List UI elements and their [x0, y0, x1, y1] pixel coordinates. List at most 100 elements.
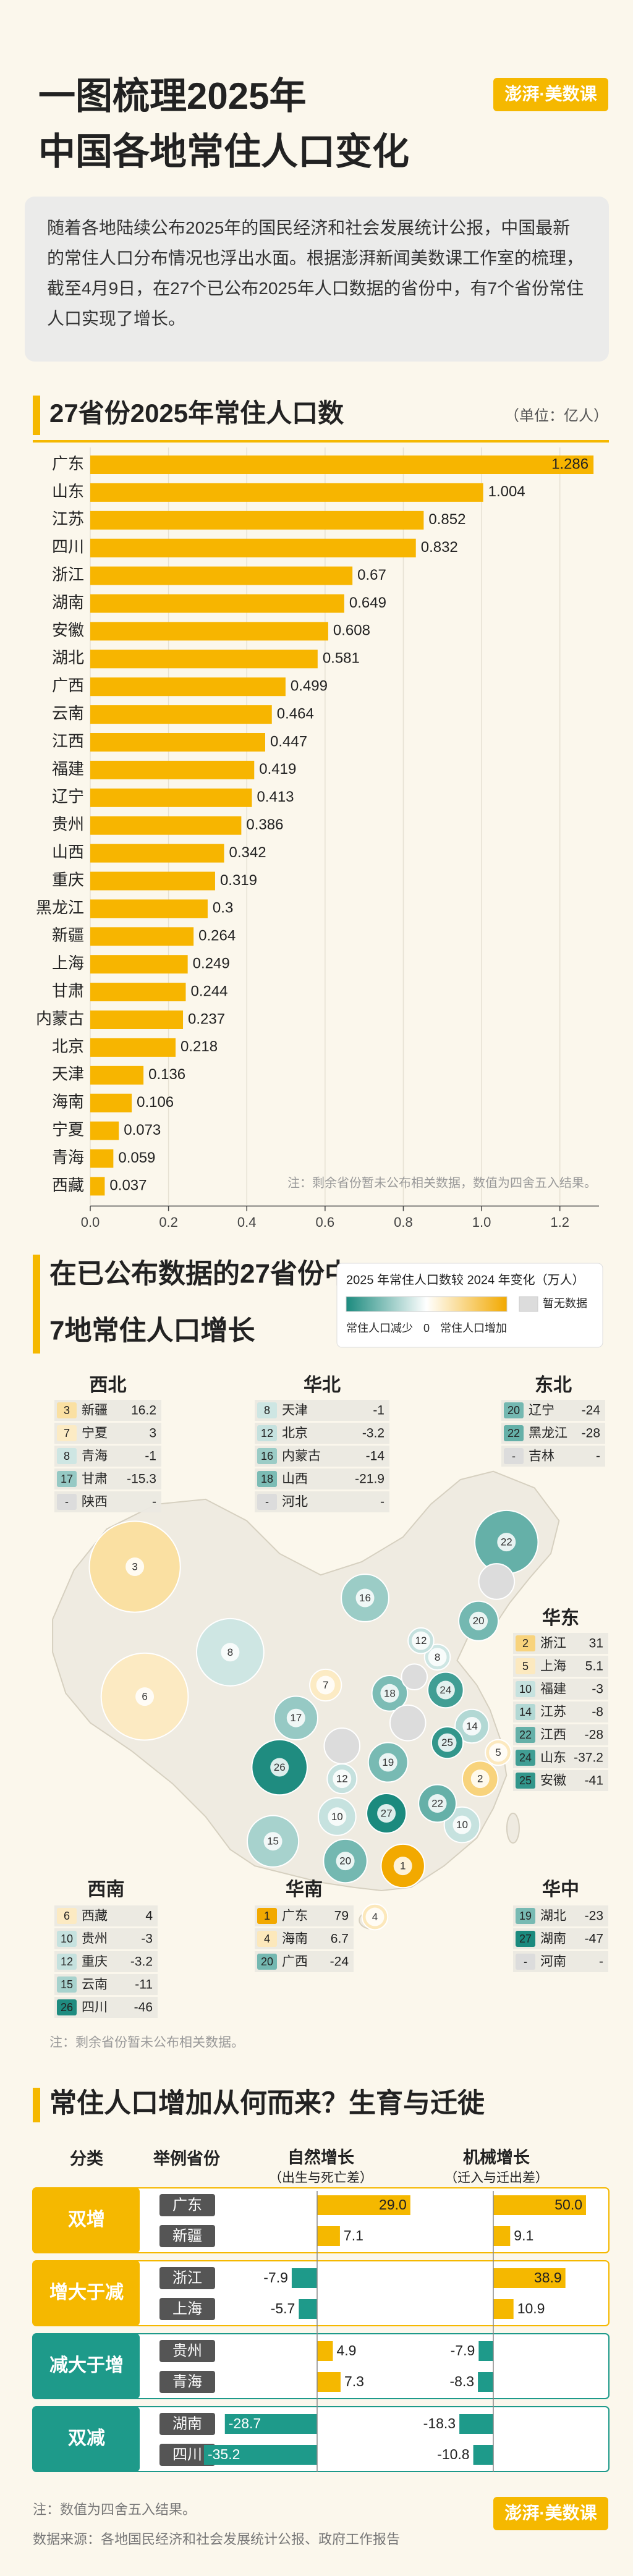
table-province: 河南: [540, 1955, 566, 1969]
table-province: 江苏: [540, 1705, 566, 1719]
rank-label: 20: [473, 1615, 485, 1627]
rank-label: 22: [501, 1536, 512, 1548]
rank-label: 2: [477, 1773, 483, 1785]
value-label: 0.264: [198, 928, 236, 944]
bar: [90, 1149, 114, 1168]
legend-label: 常住人口减少: [346, 1322, 413, 1334]
value-label: 1.004: [488, 483, 525, 500]
table-rank: 14: [519, 1706, 532, 1718]
rank-cell: [257, 1931, 277, 1947]
table-rank: 16: [261, 1450, 273, 1462]
table-value: 79: [334, 1909, 349, 1923]
y-tick-label: 广西: [52, 676, 84, 695]
table-value: 3: [149, 1426, 156, 1441]
rank-badge: [377, 1803, 396, 1823]
bar: [473, 2445, 493, 2465]
table-province: 山西: [282, 1472, 308, 1486]
table-value: -37.2: [574, 1751, 603, 1765]
province-label: 上海: [172, 2300, 202, 2317]
table-rank: 1: [264, 1910, 270, 1922]
value-label: 0.249: [193, 955, 230, 972]
bar: [90, 566, 353, 585]
group-box: [33, 2334, 140, 2399]
table-province: 北京: [282, 1426, 308, 1441]
rank-badge: [365, 1907, 384, 1926]
table-rank: 8: [64, 1450, 70, 1462]
column-header: 分类: [70, 2150, 103, 2168]
rank-badge: [411, 1631, 430, 1650]
y-tick-label: 甘肃: [52, 981, 84, 1000]
rank-label: 8: [227, 1646, 233, 1658]
value-label: -18.3: [423, 2415, 456, 2431]
table-value: -41: [585, 1774, 603, 1788]
table-value: -11: [135, 1978, 153, 1992]
table-province: 贵州: [82, 1932, 108, 1946]
y-tick-label: 广东: [52, 454, 84, 473]
rank-label: 4: [372, 1911, 378, 1923]
table-rank: 22: [519, 1729, 532, 1741]
table-rank: -: [524, 1955, 527, 1968]
bar: [203, 2445, 317, 2465]
rank-cell: [257, 1471, 277, 1487]
table-province: 黑龙江: [529, 1426, 567, 1441]
table-province: 广西: [282, 1955, 308, 1969]
value-label: 0.136: [148, 1066, 185, 1083]
rank-cell: [57, 1954, 77, 1970]
rank-badge: [428, 1794, 447, 1813]
y-tick-label: 宁夏: [52, 1120, 84, 1138]
logo: 澎湃·美数课: [504, 84, 597, 103]
value-label: 50.0: [554, 2197, 582, 2213]
rank-cell: [516, 1773, 535, 1789]
value-label: 0.67: [357, 567, 386, 583]
column-header: 举例省份: [153, 2149, 220, 2168]
table-rank: 10: [519, 1683, 532, 1695]
province-label: 四川: [172, 2446, 202, 2463]
y-tick-label: 海南: [52, 1093, 84, 1111]
table-row: [255, 1468, 389, 1489]
table-rank: -: [65, 1496, 69, 1508]
group-name: 双增: [68, 2210, 105, 2230]
rank-badge: [436, 1680, 455, 1700]
value-label: -7.9: [451, 2342, 475, 2358]
table-rank: 12: [261, 1427, 273, 1439]
rank-badge: [333, 1769, 352, 1789]
bar: [459, 2414, 493, 2434]
rank-label: 16: [359, 1592, 371, 1604]
rank-cell: [257, 1448, 277, 1464]
rank-cell: [516, 1908, 535, 1924]
rank-label: 10: [331, 1811, 343, 1823]
group-name: 增大于减: [49, 2282, 124, 2303]
bar: [493, 2195, 586, 2215]
chart-note: 注：剩余省份暂未公布相关数据，数值为四舍五入结果。: [287, 1176, 597, 1190]
value-label: -35.2: [208, 2446, 240, 2462]
table-rank: 15: [61, 1978, 73, 1991]
y-tick-label: 云南: [52, 704, 84, 722]
table-rank: 20: [261, 1955, 273, 1968]
table-value: -: [380, 1495, 384, 1509]
table-value: 6.7: [331, 1932, 349, 1946]
section-accent: [33, 396, 40, 435]
unit-label: （单位：亿人）: [504, 407, 608, 424]
y-tick-label: 山东: [52, 482, 84, 501]
table-value: -24: [330, 1955, 349, 1969]
rank-badge: [328, 1807, 347, 1826]
rank-label: 1: [400, 1860, 406, 1872]
province-box: [159, 2413, 215, 2435]
y-tick-label: 浙江: [52, 565, 84, 583]
bar: [90, 483, 483, 502]
legend-label: 0: [423, 1322, 430, 1334]
rank-badge: [316, 1676, 335, 1695]
table-value: -24: [582, 1404, 601, 1418]
rank-label: 20: [339, 1855, 351, 1867]
rank-cell: [516, 1704, 535, 1720]
value-label: 0.464: [277, 705, 314, 722]
province-box: [159, 2194, 215, 2216]
value-label: 0.073: [124, 1122, 161, 1138]
rank-label: 8: [435, 1651, 440, 1663]
province-area: [389, 1704, 427, 1742]
value-label: 38.9: [534, 2269, 562, 2286]
rank-cell: [516, 1727, 535, 1743]
table-value: 31: [589, 1637, 603, 1651]
legend-swatch: [519, 1296, 538, 1312]
